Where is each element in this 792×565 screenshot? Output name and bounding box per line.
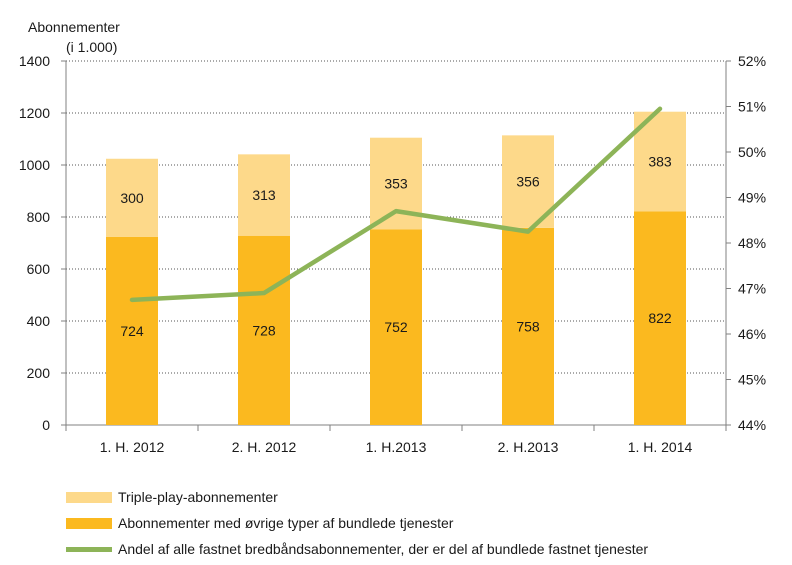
legend-swatch-share-line — [66, 546, 112, 552]
bar-other-bundles — [370, 229, 422, 425]
legend: Triple-play-abonnementer Abonnementer me… — [66, 484, 648, 562]
y2-tick-label: 49% — [738, 190, 766, 206]
x-tick-label: 1. H.2013 — [366, 439, 427, 455]
bar-value-label: 822 — [648, 310, 672, 326]
y2-tick-label: 45% — [738, 372, 766, 388]
legend-label-triple-play: Triple-play-abonnementer — [118, 489, 278, 505]
y-axis-label: Abonnementer — [28, 19, 120, 35]
y-axis-label-unit: (i 1.000) — [66, 39, 117, 55]
x-tick-label: 1. H. 2012 — [100, 439, 165, 455]
tick-labels: 0 200 400 600 800 1000 1200 1400 44% 45% 46% 47% 48%… — [19, 53, 766, 455]
bar-value-label: 752 — [384, 319, 408, 335]
legend-item-triple-play: Triple-play-abonnementer — [66, 484, 648, 510]
bar-triple-play — [106, 158, 158, 237]
bar-other-bundles — [106, 236, 158, 425]
bar-other-bundles — [238, 235, 290, 425]
bar-triple-play — [634, 111, 686, 212]
x-tick-label: 2. H.2013 — [498, 439, 559, 455]
bars — [106, 111, 686, 425]
y-tick-label: 400 — [27, 313, 51, 329]
bar-triple-play — [238, 154, 290, 236]
bar-other-bundles — [502, 227, 554, 425]
share-line — [129, 106, 663, 303]
legend-swatch-other-bundles — [66, 517, 112, 529]
y2-tick-label: 51% — [738, 99, 766, 115]
y-tick-label: 200 — [27, 365, 51, 381]
legend-label-share-line: Andel af alle fastnet bredbåndsabonnemen… — [118, 541, 649, 557]
bar-value-label: 724 — [120, 323, 144, 339]
y2-tick-label: 46% — [738, 326, 766, 342]
legend-item-share-line: Andel af alle fastnet bredbåndsabonnemen… — [66, 536, 648, 562]
y2-tick-label: 50% — [738, 144, 766, 160]
x-tick-label: 2. H. 2012 — [232, 439, 297, 455]
y-tick-label: 1400 — [19, 53, 50, 69]
bar-other-bundles — [634, 211, 686, 425]
legend-label-other-bundles: Abonnementer med øvrige typer af bundled… — [118, 515, 454, 531]
bar-value-label: 383 — [648, 153, 672, 169]
bar-value-label: 353 — [384, 176, 408, 192]
bar-value-label: 300 — [120, 190, 144, 206]
legend-swatch-triple-play — [66, 491, 112, 503]
y-tick-label: 0 — [42, 417, 50, 433]
y2-tick-label: 44% — [738, 417, 766, 433]
chart: Abonnementer (i 1.000) 0 200 400 600 800 1000… — [19, 19, 766, 455]
y2-tick-label: 48% — [738, 235, 766, 251]
x-tick-label: 1. H. 2014 — [628, 439, 693, 455]
share-line-path — [129, 106, 663, 303]
y-tick-label: 800 — [27, 209, 51, 225]
y2-tick-label: 47% — [738, 281, 766, 297]
bar-value-label: 728 — [252, 322, 276, 338]
y-tick-label: 1000 — [19, 157, 50, 173]
bar-value-label: 313 — [252, 187, 276, 203]
y2-tick-label: 52% — [738, 53, 766, 69]
bar-value-label: 356 — [516, 174, 540, 190]
legend-item-other-bundles: Abonnementer med øvrige typer af bundled… — [66, 510, 648, 536]
bar-value-label: 758 — [516, 318, 540, 334]
y-tick-label: 1200 — [19, 105, 50, 121]
y-tick-label: 600 — [27, 261, 51, 277]
